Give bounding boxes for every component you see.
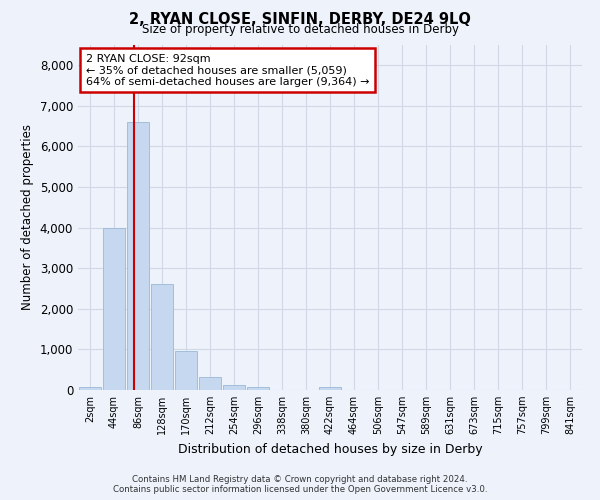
Bar (103, 228, 125, 390)
Bar (199, 377, 221, 390)
Text: Size of property relative to detached houses in Derby: Size of property relative to detached ho… (142, 24, 458, 36)
X-axis label: Distribution of detached houses by size in Derby: Distribution of detached houses by size … (178, 442, 482, 456)
Bar (247, 387, 269, 390)
Text: 2 RYAN CLOSE: 92sqm
← 35% of detached houses are smaller (5,059)
64% of semi-det: 2 RYAN CLOSE: 92sqm ← 35% of detached ho… (86, 54, 369, 87)
Bar (79, 387, 101, 390)
Bar (175, 352, 197, 390)
Bar (223, 384, 245, 390)
Text: 2, RYAN CLOSE, SINFIN, DERBY, DE24 9LQ: 2, RYAN CLOSE, SINFIN, DERBY, DE24 9LQ (129, 12, 471, 28)
Y-axis label: Number of detached properties: Number of detached properties (21, 124, 34, 310)
Text: Contains HM Land Registry data © Crown copyright and database right 2024.
Contai: Contains HM Land Registry data © Crown c… (113, 474, 487, 494)
Bar (151, 284, 173, 390)
Bar (319, 387, 341, 390)
Bar (127, 122, 149, 390)
